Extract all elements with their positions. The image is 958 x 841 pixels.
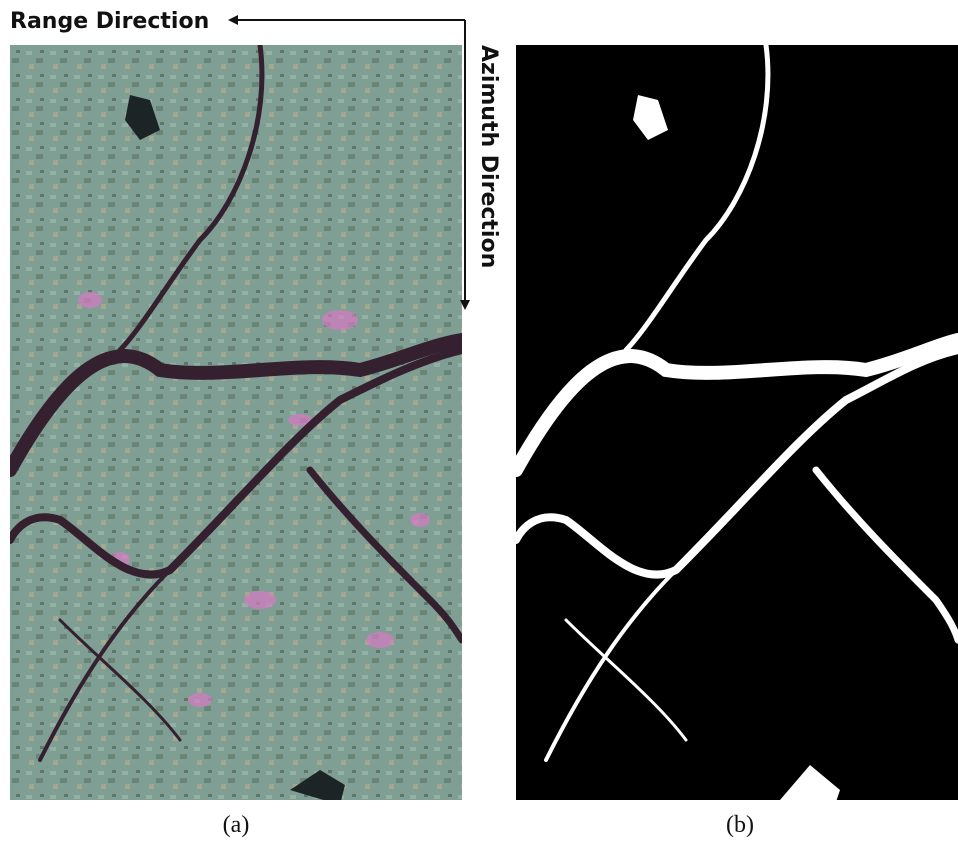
panel-caption: (b): [726, 812, 754, 838]
panel-caption: (a): [223, 812, 250, 838]
figure: Range Direction Azimuth Direction (a) (b…: [0, 0, 958, 841]
page: Range Direction Azimuth Direction (a) (b…: [0, 0, 958, 841]
panel-b-image: [516, 45, 958, 805]
panel-a-image: [10, 45, 462, 805]
azimuth-label: Azimuth Direction: [476, 45, 501, 268]
range-label: Range Direction: [10, 9, 209, 34]
